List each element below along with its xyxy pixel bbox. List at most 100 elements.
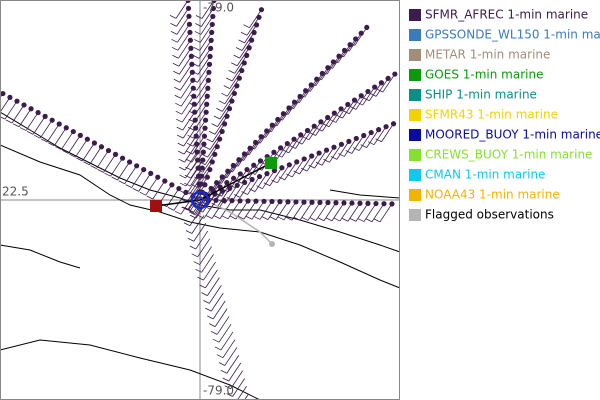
legend-label[interactable]: GOES 1-min marine [425, 68, 543, 82]
wind-barb [199, 161, 213, 181]
wind-barb [194, 39, 201, 43]
observation-point [206, 61, 213, 67]
wind-barb [270, 122, 278, 127]
legend-label[interactable]: CMAN 1-min marine [425, 168, 545, 182]
legend-swatch[interactable] [409, 69, 421, 81]
wind-barb [195, 23, 202, 27]
wind-barb [308, 164, 315, 169]
wind-barb [222, 93, 235, 112]
wind-barb [323, 202, 337, 221]
wind-barb [167, 207, 175, 211]
observation-point [381, 201, 387, 207]
wind-barb [188, 210, 195, 215]
legend-swatch[interactable] [409, 209, 421, 221]
wind-barb [209, 285, 222, 304]
observation-point [202, 125, 208, 131]
wind-barb [210, 331, 218, 335]
wind-barb [300, 167, 308, 172]
wind-barb [187, 134, 194, 139]
wind-barb [275, 153, 283, 158]
observation-point [221, 197, 227, 204]
legend-label[interactable]: CREWS_BUOY 1-min marine [425, 148, 592, 162]
legend-label[interactable]: MOORED_BUOY 1-min marine [425, 128, 600, 142]
wind-barb [353, 147, 360, 151]
legend-label[interactable]: SFMR43 1-min marine [425, 108, 558, 122]
legend: SFMR_AFREC 1-min marine GPSSONDE_WL150 1-… [409, 8, 600, 222]
legend-swatch[interactable] [409, 109, 421, 121]
wind-barb [199, 161, 206, 166]
legend-swatch[interactable] [409, 129, 421, 141]
legend-label[interactable]: Flagged observations [425, 208, 554, 222]
legend-label[interactable]: NOAA43 1-min marine [425, 188, 560, 202]
wind-barb [293, 216, 301, 221]
wind-barb [212, 300, 226, 320]
wind-barb [328, 108, 342, 128]
wind-barb [89, 146, 102, 166]
observation-point [271, 168, 278, 174]
wind-barb [224, 185, 238, 204]
latitude-label: 22.5 [2, 185, 29, 199]
legend-label[interactable]: SFMR_AFREC 1-min marine [425, 8, 588, 22]
wind-barb [178, 48, 192, 67]
wind-barb [173, 192, 187, 211]
legend-label[interactable]: GPSSONDE_WL150 1-min marine [425, 28, 600, 42]
legend-swatch[interactable] [409, 149, 421, 161]
wind-barb [332, 50, 345, 69]
wind-barb [259, 134, 267, 138]
wind-barb [348, 95, 362, 114]
wind-barb [171, 38, 178, 43]
wind-barb [293, 99, 300, 104]
wind-barb [185, 158, 193, 163]
wind-barb [199, 284, 206, 289]
wind-barb [240, 31, 248, 36]
wind-barb [369, 82, 382, 101]
observation-point [358, 93, 364, 99]
observation-point [186, 13, 192, 19]
wind-barb [348, 32, 362, 52]
wind-barb [41, 138, 48, 143]
wind-barb [237, 148, 251, 167]
wind-barb [267, 201, 281, 220]
legend-swatch[interactable] [409, 169, 421, 181]
wind-barb [293, 170, 300, 175]
legend-swatch[interactable] [409, 189, 421, 201]
wind-barb [281, 138, 295, 158]
legend-label[interactable]: METAR 1-min marine [425, 48, 550, 62]
observation-point [208, 45, 214, 51]
observation-point [200, 149, 206, 155]
wind-barb [175, 110, 182, 115]
wind-barb [203, 146, 211, 150]
legend-swatch[interactable] [409, 49, 421, 61]
wind-barb [189, 245, 196, 250]
wind-barb [218, 362, 226, 366]
wind-barb [197, 64, 210, 83]
wind-barb [177, 142, 184, 147]
wind-barb [33, 134, 41, 139]
observation-point [208, 37, 214, 43]
observation-point [84, 136, 90, 142]
observation-point [0, 90, 6, 97]
wind-barb [244, 24, 257, 44]
legend-swatch[interactable] [409, 9, 421, 21]
observation-point [244, 166, 250, 173]
wind-barb [325, 217, 333, 222]
coastline [0, 244, 81, 269]
observation-point [304, 127, 311, 134]
wind-barb [60, 131, 74, 150]
wind-barb [117, 161, 130, 181]
wind-barb [187, 237, 194, 242]
observation-point [188, 45, 194, 51]
wind-barb [256, 185, 263, 190]
wind-barb [242, 151, 250, 156]
wind-barb [90, 165, 97, 169]
observation-point [207, 53, 213, 59]
wind-barb [343, 38, 356, 58]
wind-barb [185, 230, 193, 234]
legend-swatch[interactable] [409, 89, 421, 101]
legend-label[interactable]: SHIP 1-min marine [425, 88, 537, 102]
wind-barb [53, 127, 67, 146]
wind-barb [275, 201, 289, 220]
wind-barb [176, 118, 183, 123]
legend-swatch[interactable] [409, 29, 421, 41]
wind-barb [243, 142, 256, 161]
